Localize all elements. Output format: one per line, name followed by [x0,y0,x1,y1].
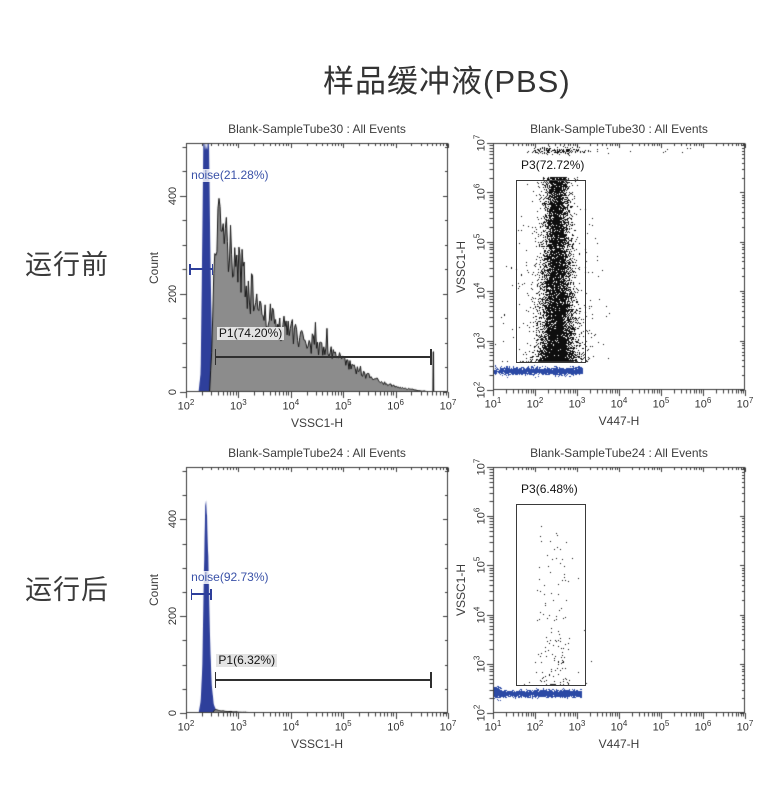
y-tick-label: 400 [167,186,179,206]
x-tick-label: 102 [177,719,195,734]
y-tick-label: 107 [472,458,488,476]
x-tick-label: 103 [568,396,586,411]
x-axis-label: VSSC1-H [290,416,344,430]
y-tick-label: 105 [472,233,488,251]
x-tick-label: 107 [736,719,754,734]
scatter-plot-after: Blank-SampleTube24 : All Events101102103… [454,446,760,751]
x-tick-label: 105 [334,398,352,413]
y-axis-label: Count [147,573,161,607]
x-tick-label: 102 [526,719,544,734]
x-axis-label: V447-H [598,737,640,751]
y-axis-label: VSSC1-H [454,240,468,293]
x-tick-label: 102 [177,398,195,413]
x-tick-label: 104 [610,396,628,411]
p3-gate-label: P3(6.48%) [519,482,580,497]
p1-gate-whisker [214,349,217,366]
page-title: 样品缓冲液(PBS) [323,64,571,99]
x-tick-label: 105 [652,719,670,734]
noise-gate-whisker [211,263,214,275]
row-label-before-run: 运行前 [25,250,109,280]
y-tick-label: 0 [167,388,179,396]
row-label-after-run: 运行后 [25,575,109,605]
y-tick-label: 106 [472,507,488,525]
histogram-plot-after: Blank-SampleTube24 : All Events102103104… [147,446,463,751]
y-tick-label: 104 [472,606,488,623]
p1-gate-label: P1(6.32%) [216,652,278,667]
x-tick-label: 106 [694,396,712,411]
x-tick-label: 104 [282,398,300,413]
plot-canvas [478,452,760,728]
x-tick-label: 104 [282,719,300,734]
noise-gate-whisker [190,588,193,600]
noise-gate-label: noise(92.73%) [189,570,271,585]
scatter-plot-before: Blank-SampleTube30 : All Events101102103… [454,122,760,428]
y-tick-label: 400 [167,510,179,529]
y-axis-label: Count [147,251,161,284]
y-tick-label: 102 [472,381,488,399]
p1-gate-whisker [214,672,217,689]
p3-gate-label: P3(72.72%) [519,158,587,173]
x-axis-label: V447-H [598,414,640,428]
y-axis-label: VSSC1-H [454,563,468,617]
x-tick-label: 103 [568,719,586,734]
x-tick-label: 104 [610,719,628,734]
p1-gate-whisker [430,672,432,689]
x-tick-label: 101 [484,396,502,411]
x-tick-label: 105 [334,719,352,734]
x-tick-label: 105 [652,396,670,411]
x-tick-label: 106 [694,719,712,734]
noise-gate-whisker [210,588,212,600]
y-tick-label: 105 [472,557,488,574]
x-tick-label: 106 [387,719,404,734]
noise-gate-whisker [189,263,191,275]
histogram-plot-before: Blank-SampleTube30 : All Events102103104… [147,122,463,430]
y-tick-label: 106 [472,184,488,201]
noise-gate-label: noise(21.28%) [189,167,271,182]
p3-gate [516,180,586,363]
p3-gate [516,503,586,686]
p1-gate-label: P1(74.20%) [216,325,285,340]
plot-canvas [478,128,760,405]
y-tick-label: 104 [472,282,488,300]
y-tick-label: 0 [167,709,179,717]
x-tick-label: 103 [230,719,247,734]
p1-gate [214,672,432,689]
p1-gate [214,349,432,366]
y-tick-label: 107 [472,134,488,152]
x-tick-label: 107 [439,719,457,734]
y-tick-label: 200 [167,284,179,304]
x-tick-label: 107 [439,398,457,413]
x-tick-label: 101 [484,719,502,734]
plot-canvas [171,452,463,728]
x-tick-label: 107 [736,396,754,411]
noise-gate [189,263,214,275]
x-axis-label: VSSC1-H [290,737,344,751]
x-tick-label: 106 [387,398,404,413]
x-tick-label: 103 [230,398,247,413]
y-tick-label: 103 [472,655,488,673]
p1-gate-whisker [430,349,432,366]
noise-gate [190,588,212,600]
y-tick-label: 200 [167,606,179,626]
y-tick-label: 102 [472,704,488,722]
x-tick-label: 102 [526,396,544,411]
y-tick-label: 103 [472,332,488,349]
